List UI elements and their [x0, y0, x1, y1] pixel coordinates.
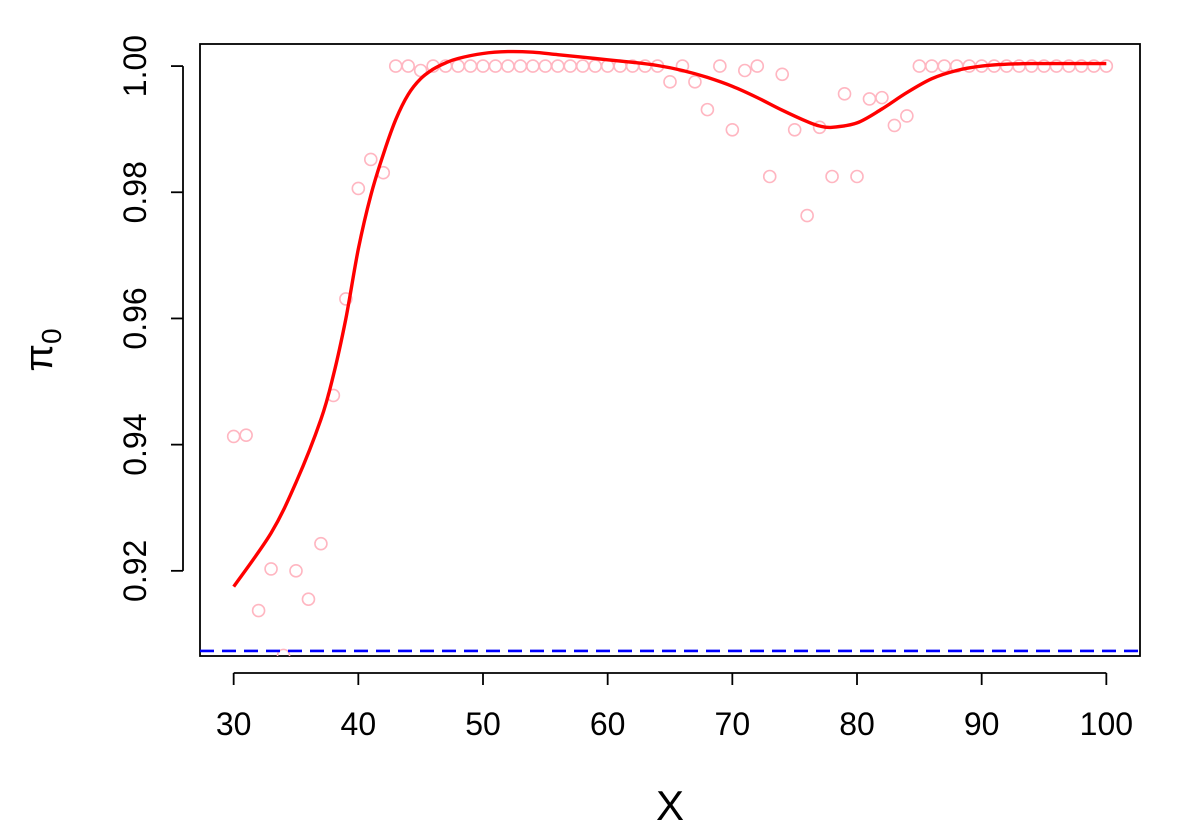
data-point [738, 63, 752, 78]
data-point [239, 428, 253, 442]
data-point [912, 59, 927, 73]
data-point [575, 59, 590, 73]
data-point [925, 59, 939, 73]
data-point [887, 118, 902, 133]
y-tick-label: 0.94 [117, 413, 153, 475]
data-point [251, 603, 266, 618]
y-tick-label: 1.00 [117, 35, 153, 97]
data-point [837, 87, 852, 101]
data-point [1049, 59, 1064, 73]
data-point [526, 59, 540, 73]
data-point [688, 75, 702, 89]
data-point [862, 92, 877, 106]
data-point [513, 59, 528, 73]
data-point [351, 181, 366, 196]
data-point [563, 59, 578, 73]
data-point [1099, 59, 1114, 73]
data-point [775, 67, 790, 82]
data-point [825, 169, 839, 184]
y-tick-label: 0.92 [117, 540, 153, 602]
plot-area [200, 49, 1140, 656]
y-axis-title-subscript: 0 [36, 328, 67, 344]
data-point [1074, 59, 1089, 73]
axes-layer: 30 40 50 60 70 80 90 100 0.92 0.94 0.96 0.98 1.00 [117, 35, 1141, 742]
data-point [289, 564, 303, 578]
data-point [875, 90, 889, 105]
data-point [401, 59, 415, 73]
data-point [550, 59, 565, 73]
data-point [339, 292, 353, 306]
data-point [451, 59, 465, 73]
data-point [713, 59, 727, 73]
data-point [1012, 59, 1026, 73]
x-axis-title: X [656, 782, 684, 824]
plot-frame [199, 43, 1141, 657]
data-point [762, 169, 777, 184]
data-point [1087, 59, 1101, 73]
y-axis-title: π0 [17, 328, 67, 371]
data-point [476, 59, 490, 73]
data-point [314, 536, 328, 551]
data-layer [200, 49, 1140, 656]
data-point [488, 59, 503, 73]
data-point [388, 59, 403, 73]
data-point [538, 59, 553, 73]
x-tick-label: 30 [216, 706, 252, 742]
data-point [463, 59, 478, 73]
labels-layer: X π0 [17, 328, 684, 824]
x-tick-label: 90 [964, 706, 1000, 742]
data-point [363, 152, 378, 167]
y-axis-title-main: π [17, 344, 61, 372]
data-point [787, 123, 802, 137]
data-point [725, 123, 740, 137]
x-tick-label: 60 [590, 706, 626, 742]
y-tick-label: 0.96 [117, 287, 153, 349]
data-point [264, 562, 278, 576]
x-tick-label: 100 [1080, 706, 1133, 742]
data-point [663, 75, 677, 89]
data-point [900, 109, 914, 123]
data-point [301, 592, 316, 607]
y-tick-label: 0.98 [117, 161, 153, 223]
data-point [800, 208, 814, 223]
data-point [588, 59, 602, 73]
data-point [1062, 59, 1076, 73]
x-tick-label: 80 [839, 706, 875, 742]
data-point [937, 59, 952, 73]
data-point [276, 648, 291, 656]
data-point [750, 59, 765, 73]
data-point [226, 429, 241, 444]
smoothed-fit-line [232, 49, 1107, 588]
x-tick-label: 40 [341, 706, 377, 742]
data-point [850, 169, 864, 184]
x-tick-label: 50 [465, 706, 501, 742]
x-tick-label: 70 [715, 706, 751, 742]
data-point [700, 102, 715, 117]
data-point [501, 59, 515, 73]
